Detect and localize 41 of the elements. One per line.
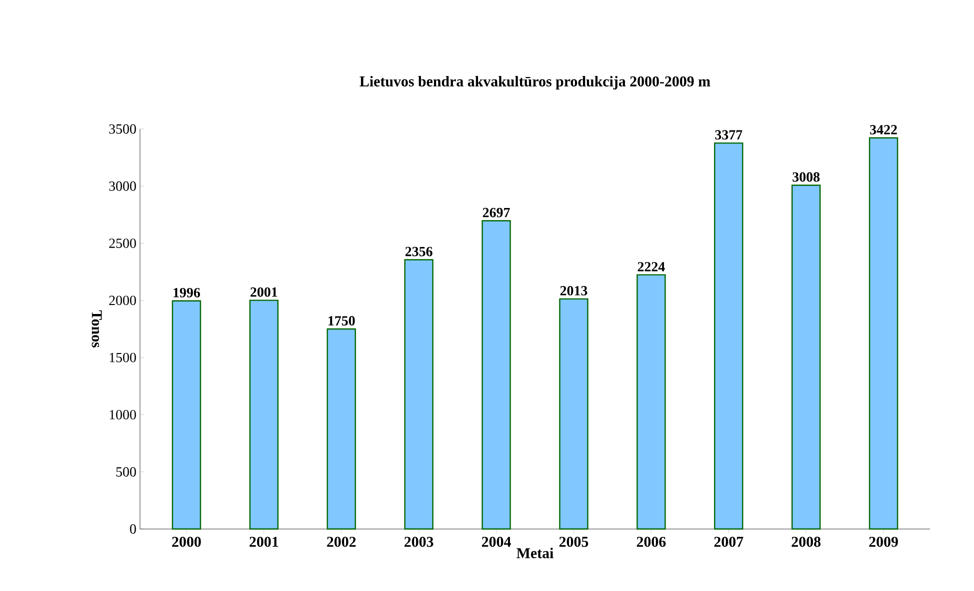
data-label: 1750 — [328, 316, 355, 326]
data-label: 3422 — [870, 125, 897, 134]
bar — [482, 220, 511, 530]
data-label: 2356 — [405, 246, 432, 256]
x-tick-label: 2009 — [869, 536, 898, 547]
x-tick-label: 2000 — [172, 536, 201, 547]
x-axis-title: Metai — [516, 548, 554, 558]
y-tick-label: 0 — [130, 524, 136, 534]
data-label: 2001 — [250, 287, 278, 297]
x-tick-label: 2002 — [327, 536, 356, 547]
bar — [326, 328, 356, 530]
y-tick-label: 3000 — [109, 181, 136, 191]
bar — [559, 298, 588, 530]
x-tick-label: 2008 — [792, 536, 821, 547]
x-tick-label: 2004 — [482, 536, 511, 547]
bar — [868, 137, 898, 530]
x-tick-label: 2001 — [250, 536, 278, 547]
data-label: 3008 — [792, 172, 820, 182]
bar — [249, 300, 279, 530]
x-tick-label: 2006 — [636, 536, 666, 547]
x-tick-label: 2007 — [714, 536, 744, 547]
data-label: 1996 — [174, 288, 200, 298]
y-axis-title: Tonos — [92, 310, 102, 348]
y-tick-label: 500 — [116, 467, 136, 477]
bar — [404, 259, 434, 530]
bar — [791, 184, 821, 530]
y-tick-label: 3500 — [109, 124, 136, 134]
x-tick-label: 2003 — [404, 536, 434, 547]
data-label: 2013 — [560, 286, 588, 296]
bar — [636, 274, 666, 530]
y-tick-label: 2000 — [109, 296, 136, 306]
data-label: 2224 — [638, 262, 665, 272]
y-tick-label: 2500 — [109, 238, 136, 248]
bar — [172, 300, 202, 530]
data-label: 3377 — [715, 130, 742, 140]
data-label: 2697 — [482, 208, 510, 218]
y-tick-label: 1500 — [110, 352, 136, 362]
x-tick-label: 2005 — [559, 536, 588, 547]
bar — [714, 142, 744, 530]
y-tick-label: 1000 — [110, 410, 136, 420]
chart-title: Lietuvos bendra akvakultūros produkcija 2000-2009 m — [360, 76, 710, 90]
